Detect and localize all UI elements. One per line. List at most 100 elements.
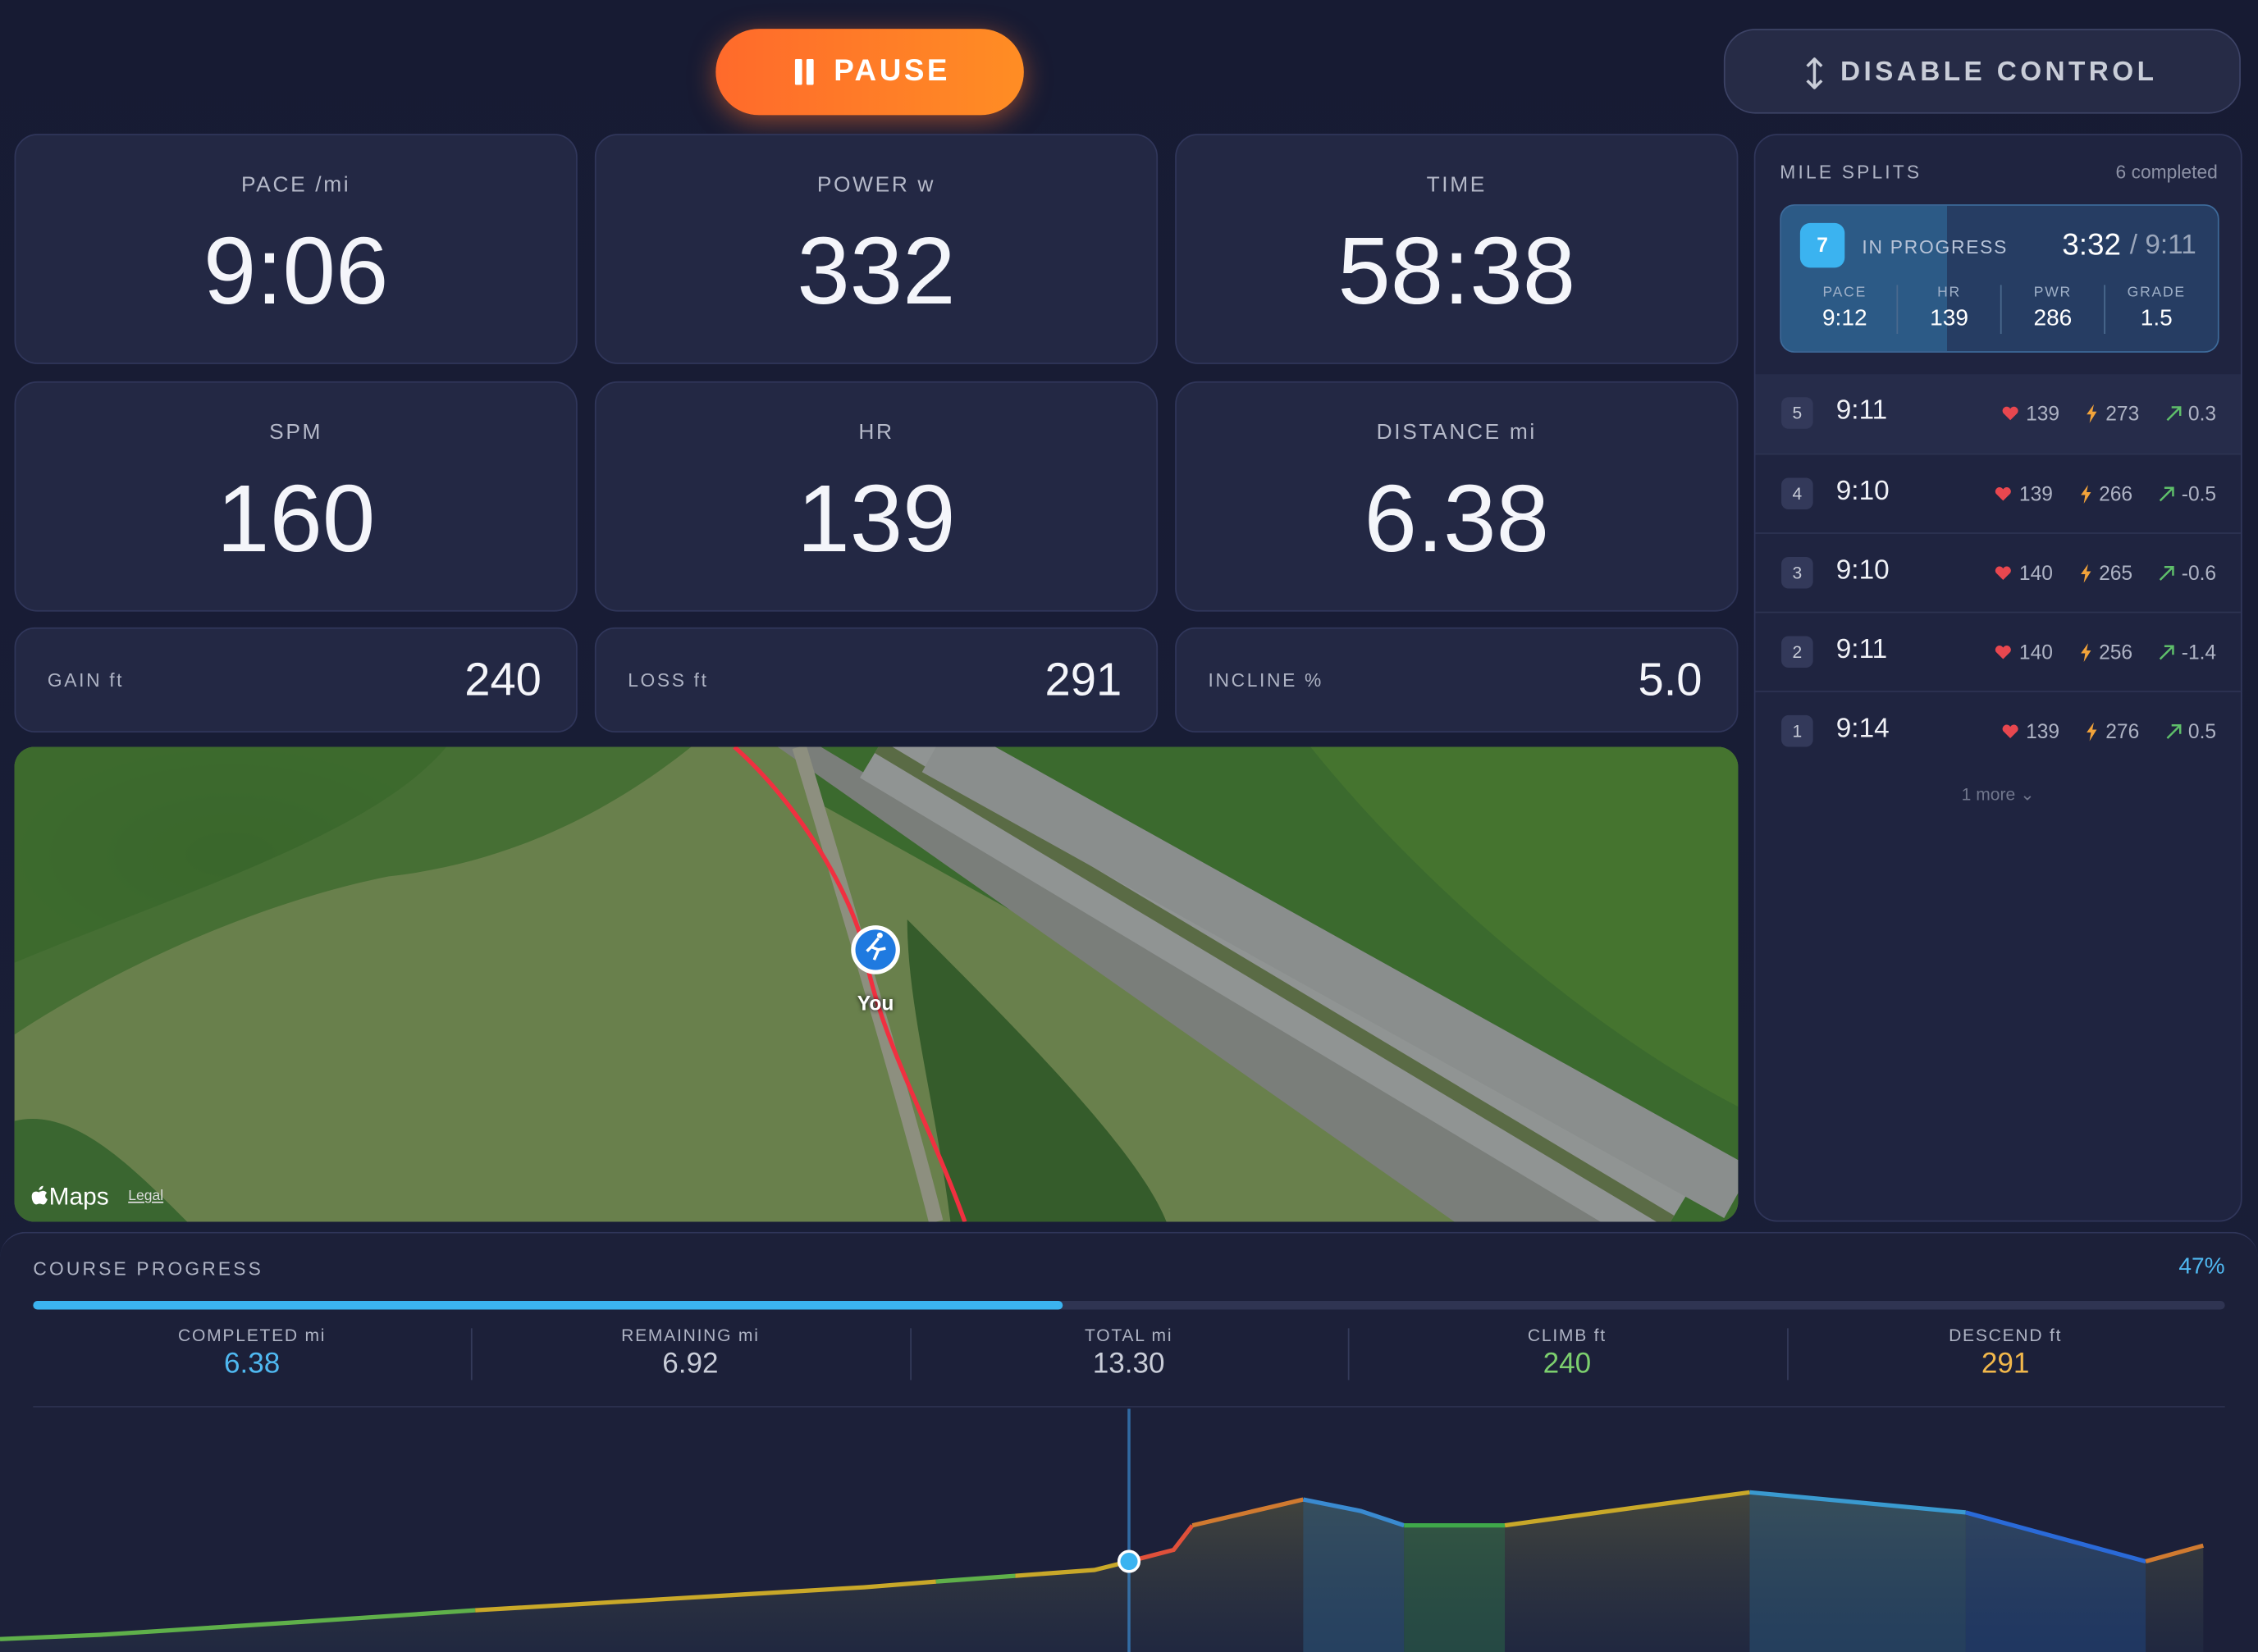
progress-track [33, 1300, 2225, 1310]
small-metric-label: GAIN ft [47, 669, 125, 691]
course-stat: TOTAL mi 13.30 [910, 1326, 1348, 1381]
heart-icon [2002, 723, 2018, 738]
small-metric-value: 5.0 [1638, 653, 1703, 705]
more-splits[interactable]: 1 more ⌄ [1961, 784, 2035, 805]
bolt-icon [2087, 721, 2097, 741]
split-row[interactable]: 2 9:11 140 256 -1.4 [1755, 611, 2241, 692]
split-hr: 140 [1995, 641, 2053, 664]
bolt-icon [2087, 404, 2097, 422]
split-row[interactable]: 3 9:10 140 265 -0.6 [1755, 532, 2241, 613]
current-split-stat: GRADE 1.5 [2104, 285, 2207, 335]
split-grade-value: 0.5 [2187, 719, 2217, 743]
course-stat-label: TOTAL mi [1085, 1325, 1173, 1346]
stat-label: HR [1937, 285, 1961, 301]
metric-card: PACE /mi 9:06 [14, 134, 578, 364]
metric-value: 58:38 [1337, 217, 1576, 324]
split-power: 273 [2086, 401, 2140, 425]
course-percent: 47% [2178, 1254, 2225, 1280]
pause-label: PAUSE [834, 54, 951, 89]
more-splits-label[interactable]: 1 more [1961, 784, 2016, 805]
bolt-icon [2080, 563, 2091, 582]
current-split-stat: PWR 286 [2000, 285, 2104, 335]
split-grade-group: 140 256 -1.4 [1995, 641, 2216, 664]
bolt-icon [2080, 484, 2091, 504]
metric-value: 9:06 [203, 217, 389, 324]
heart-icon [1995, 486, 2012, 500]
split-number: 2 [1781, 636, 1813, 669]
split-power: 266 [2079, 481, 2133, 505]
arrows-icon [1806, 57, 1823, 89]
course-stat: DESCEND ft 291 [1786, 1326, 2224, 1381]
pause-button[interactable]: PAUSE [715, 29, 1024, 116]
marker-label: You [857, 991, 894, 1015]
stat-value: 139 [1930, 306, 1968, 331]
metric-value: 160 [217, 464, 376, 572]
grade-icon [2159, 565, 2174, 581]
split-grade-value: -0.5 [2181, 481, 2217, 505]
metric-label: TIME [1426, 172, 1488, 198]
metric-label: POWER w [816, 172, 936, 198]
split-time: 9:10 [1835, 555, 1890, 586]
split-grade-group: 139 266 -0.5 [1995, 482, 2216, 505]
pause-icon [794, 58, 814, 85]
split-power-value: 273 [2105, 401, 2140, 425]
course-stat-label: COMPLETED mi [178, 1325, 327, 1346]
split-power-value: 256 [2099, 640, 2133, 664]
grade-icon [2159, 644, 2174, 659]
course-stat: CLIMB ft 240 [1348, 1326, 1786, 1381]
disable-control-button[interactable]: DISABLE CONTROL [1723, 29, 2241, 114]
small-metric-label: INCLINE % [1208, 669, 1323, 691]
current-split-time: 3:32 [2062, 228, 2122, 262]
current-split-stat: PACE 9:12 [1793, 285, 1896, 334]
split-number: 3 [1781, 556, 1813, 589]
split-grade: -0.5 [2159, 482, 2216, 505]
split-grade-group: 140 265 -0.6 [1995, 561, 2216, 584]
stat-value: 286 [2033, 306, 2073, 331]
split-row[interactable]: 1 9:14 139 276 0.5 [1755, 691, 2241, 771]
heart-icon [1995, 565, 2012, 580]
small-metric-value: 240 [464, 653, 542, 705]
split-hr-value: 139 [2026, 401, 2060, 425]
split-time: 9:11 [1835, 634, 1888, 665]
grade-icon [2165, 723, 2181, 738]
split-row[interactable]: 5 9:11 139 273 0.3 [1755, 374, 2241, 454]
disable-control-label: DISABLE CONTROL [1840, 57, 2158, 89]
split-time: 9:14 [1835, 714, 1890, 745]
small-metric-card: LOSS ft 291 [594, 627, 1159, 732]
split-grade-group: 139 276 0.5 [2001, 719, 2216, 742]
stat-label: PWR [2033, 285, 2073, 301]
split-hr: 139 [2001, 719, 2059, 742]
split-grade-value: 0.3 [2187, 401, 2217, 425]
split-number: 5 [1781, 397, 1813, 429]
split-hr-value: 140 [2018, 561, 2053, 585]
course-stat: COMPLETED mi 6.38 [33, 1326, 471, 1381]
stat-divider [471, 1328, 473, 1380]
split-power-value: 265 [2099, 561, 2133, 585]
map-legal[interactable]: Legal [128, 1189, 164, 1205]
splits-title: MILE SPLITS [1780, 161, 1922, 183]
split-power-value: 266 [2099, 481, 2133, 505]
stat-label: GRADE [2127, 285, 2186, 301]
metric-value: 332 [797, 217, 956, 324]
split-power: 265 [2079, 561, 2133, 585]
split-grade-value: -1.4 [2181, 640, 2217, 664]
course-stat-value: 291 [1981, 1348, 2030, 1380]
heart-icon [1995, 645, 2012, 659]
grade-icon [2159, 486, 2174, 501]
course-stat-label: REMAINING mi [621, 1325, 760, 1346]
metric-card: DISTANCE mi 6.38 [1175, 381, 1739, 612]
split-grade: 0.5 [2165, 719, 2216, 742]
metric-value: 139 [797, 464, 956, 572]
metric-label: DISTANCE mi [1376, 420, 1537, 445]
split-power: 256 [2079, 640, 2133, 664]
split-time: 9:10 [1835, 476, 1890, 507]
course-stat-label: DESCEND ft [1949, 1325, 2063, 1346]
course-stat-value: 6.92 [662, 1348, 719, 1380]
current-split-target: / 9:11 [2129, 230, 2196, 261]
small-metric-value: 291 [1044, 653, 1122, 705]
course-stat-value: 13.30 [1092, 1348, 1165, 1380]
course-title: COURSE PROGRESS [33, 1257, 264, 1280]
split-row[interactable]: 4 9:10 139 266 -0.5 [1755, 453, 2241, 534]
metric-card: SPM 160 [14, 381, 578, 612]
